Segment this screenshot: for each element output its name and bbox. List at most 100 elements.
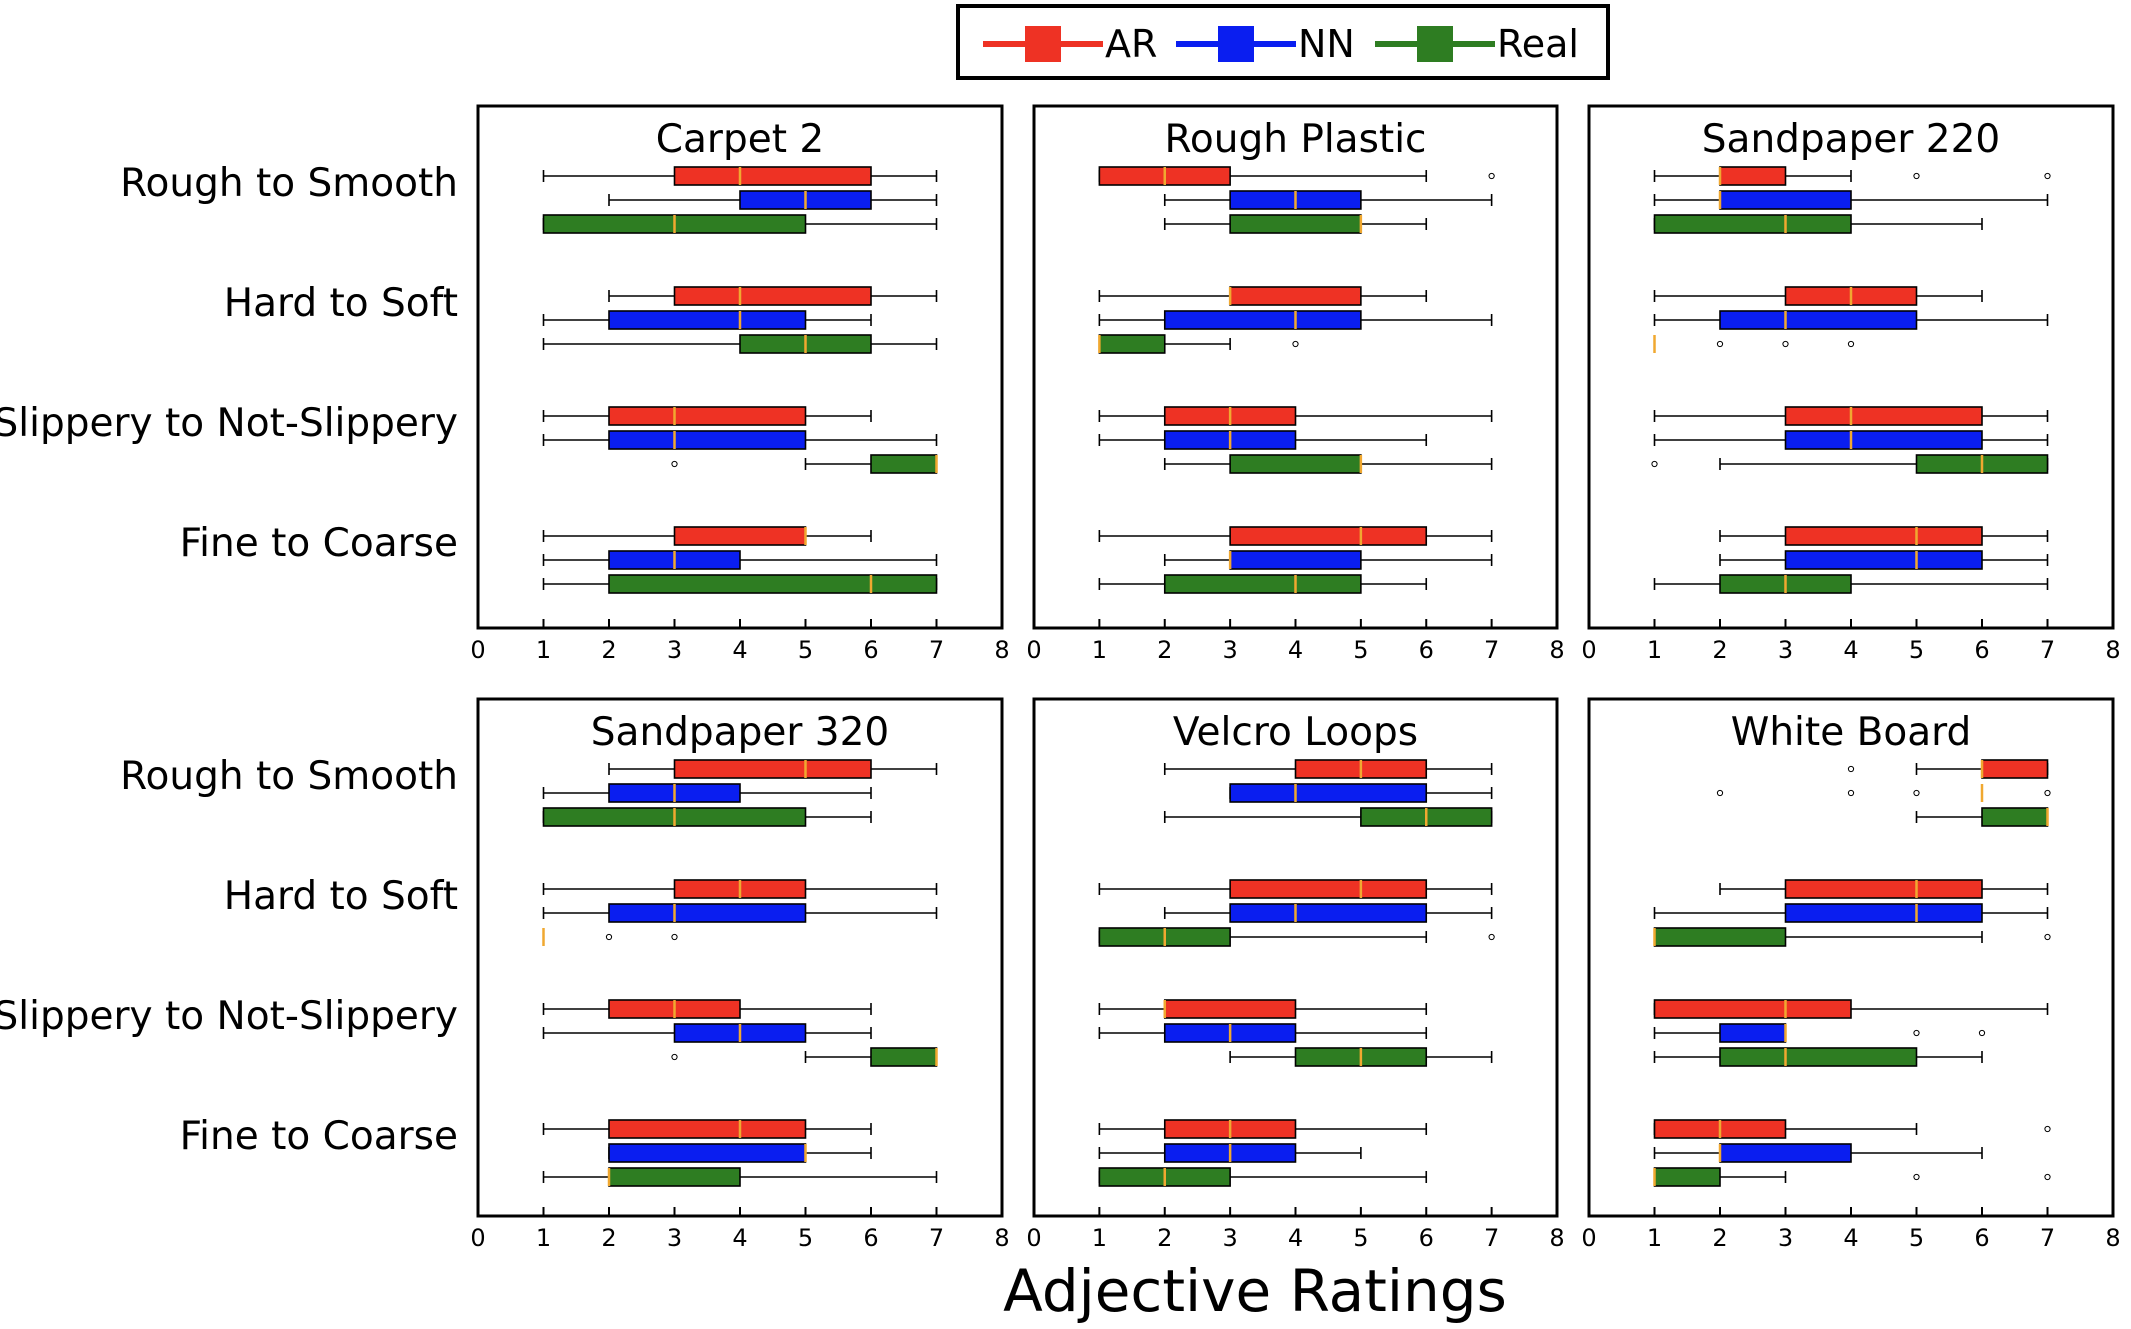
outlier-nn [1716,789,1724,797]
box-ar [1981,759,2049,779]
box-real [1653,1167,1721,1187]
category-label: Hard to Soft [224,874,458,919]
box-ar [1229,286,1362,306]
x-tick-label: 5 [1353,1224,1368,1252]
panel-white-board: White Board 0 1 2 3 4 5 6 7 8 [1581,697,2121,1252]
outlier-ar [1913,172,1920,180]
box-nn [1719,190,1852,210]
panel-carpet-2: Carpet 2 0 1 2 3 4 5 6 7 8 [470,104,1010,664]
legend-swatch-real [1417,26,1453,62]
category-label: Fine to Coarse [180,1114,458,1159]
box-ar [608,1119,807,1139]
outlier-ar [2044,1125,2051,1133]
x-tick-label: 2 [1157,636,1172,664]
box-nn [608,1143,807,1163]
box-ar [1653,999,1852,1019]
box-ar [1784,879,1983,899]
category-label: Fine to Coarse [180,521,458,566]
outlier-real [671,1053,678,1061]
box-nn [1784,430,1983,450]
box-ar [673,166,872,186]
outlier-real [1782,340,1789,348]
x-tick-label: 3 [667,1224,682,1252]
box-ar [1229,526,1428,546]
x-tick-label: 1 [536,1224,551,1252]
panel-rough-plastic: Rough Plastic 0 1 2 3 4 5 6 7 8 [1026,104,1565,664]
x-tick-label: 2 [1712,1224,1727,1252]
outlier-real [1651,460,1658,468]
outlier-ar [1847,765,1855,773]
x-tick-label: 3 [667,636,682,664]
outlier-nn [1913,1029,1920,1037]
box-real [1653,214,1852,234]
box-ar [673,759,872,779]
x-tick-label: 7 [1484,636,1499,664]
box-nn [1784,903,1983,923]
outlier-real [605,933,613,941]
box-real [1098,334,1166,354]
box-real [608,1167,741,1187]
category-label: Rough to Smooth [120,161,458,206]
x-tick-label: 6 [863,636,878,664]
x-tick-label: 5 [1353,636,1368,664]
box-nn [1719,310,1918,330]
box-real [1229,214,1362,234]
box-nn [608,430,807,450]
x-tick-label: 0 [470,1224,485,1252]
x-tick-label: 2 [1712,636,1727,664]
x-tick-label: 4 [732,636,747,664]
x-tick-label: 1 [1647,636,1662,664]
x-tick-label: 6 [863,1224,878,1252]
box-real [870,1047,938,1067]
x-tick-label: 8 [994,1224,1009,1252]
box-real [1163,574,1362,594]
x-tick-label: 6 [1419,1224,1434,1252]
box-nn [608,310,807,330]
legend-label-ar: AR [1105,22,1157,66]
box-nn [1163,310,1362,330]
box-real [1981,807,2049,827]
box-real [608,574,938,594]
panel-sandpaper-220: Sandpaper 220 0 1 2 3 4 5 6 7 8 [1581,104,2121,664]
x-tick-label: 8 [2105,1224,2120,1252]
x-tick-label: 3 [1778,1224,1793,1252]
x-tick-label: 8 [1549,636,1564,664]
x-tick-label: 6 [1974,636,1989,664]
x-tick-label: 4 [1288,1224,1303,1252]
outlier-real [2044,1173,2051,1181]
legend-label-nn: NN [1298,22,1355,66]
x-tick-label: 7 [929,636,944,664]
category-label: Rough to Smooth [120,754,458,799]
x-axis-label: Adjective Ratings [1003,1257,1507,1325]
outlier-nn [1978,1029,1986,1037]
outlier-ar [1488,172,1495,180]
outlier-real [1847,340,1855,348]
panel-title: Sandpaper 320 [591,710,889,755]
box-nn [1719,1143,1852,1163]
box-ar [673,286,872,306]
box-nn [1719,1023,1787,1043]
x-tick-label: 7 [2040,636,2055,664]
outlier-real [1716,340,1724,348]
box-ar [608,406,807,426]
x-tick-label: 2 [601,1224,616,1252]
x-tick-label: 0 [1581,636,1596,664]
x-tick-label: 5 [1909,636,1924,664]
panel-title: Velcro Loops [1173,710,1418,755]
box-ar [1163,999,1297,1019]
panel-frame [1587,104,2115,630]
panel-sandpaper-320: Sandpaper 320 0 1 2 3 4 5 6 7 8 [470,697,1010,1252]
x-tick-label: 8 [994,636,1009,664]
panel-title: Sandpaper 220 [1702,117,2000,162]
category-label: Slippery to Not-Slippery [0,994,458,1039]
x-tick-label: 5 [1909,1224,1924,1252]
x-tick-label: 1 [1647,1224,1662,1252]
box-ar [1784,526,1983,546]
x-tick-label: 8 [2105,636,2120,664]
x-tick-label: 4 [732,1224,747,1252]
x-tick-label: 3 [1778,636,1793,664]
category-labels: Rough to Smooth Hard to Soft Slippery to N… [0,161,458,1159]
box-nn [1784,550,1983,570]
